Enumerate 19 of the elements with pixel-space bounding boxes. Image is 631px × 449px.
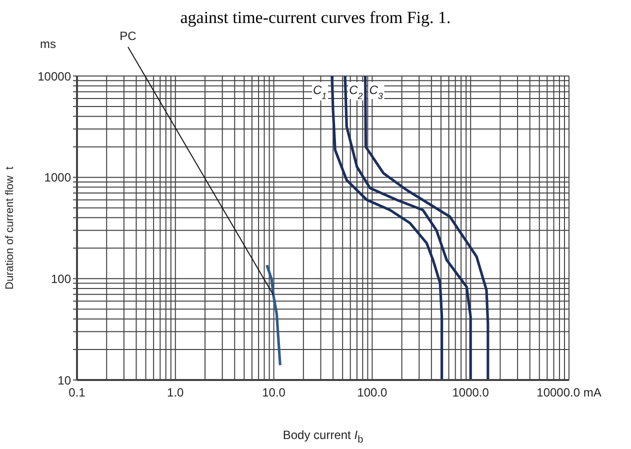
line-series bbox=[266, 264, 282, 366]
y-tick-label: 10 bbox=[58, 373, 72, 388]
y-tick-label: 10000 bbox=[38, 69, 72, 84]
x-tick-label: 1.0 bbox=[167, 386, 184, 400]
text: ms bbox=[40, 37, 56, 51]
x-tick-label: 100.0 bbox=[357, 386, 388, 400]
chart-title: against time-current curves from Fig. 1. bbox=[179, 8, 452, 28]
series-label: C$_{1}$ bbox=[312, 83, 327, 101]
series-label: C$_{3}$ bbox=[369, 83, 383, 101]
x-tick-label: 10.0 bbox=[262, 386, 286, 400]
annotation: PC bbox=[120, 29, 137, 43]
y-tick-label: 100 bbox=[50, 272, 72, 286]
x-tick-label: 0.1 bbox=[68, 386, 86, 400]
y-axis-title: Duration of current flow t bbox=[4, 166, 16, 290]
x-tick-label: 10000.0 mA bbox=[536, 386, 602, 400]
x-tick-label: 1000.0 bbox=[452, 386, 490, 400]
series-label: C$_{2}$ bbox=[349, 83, 363, 101]
y-tick-label: 1000 bbox=[44, 170, 72, 185]
x-axis-title: Body current I$_{b}$ bbox=[282, 428, 364, 446]
